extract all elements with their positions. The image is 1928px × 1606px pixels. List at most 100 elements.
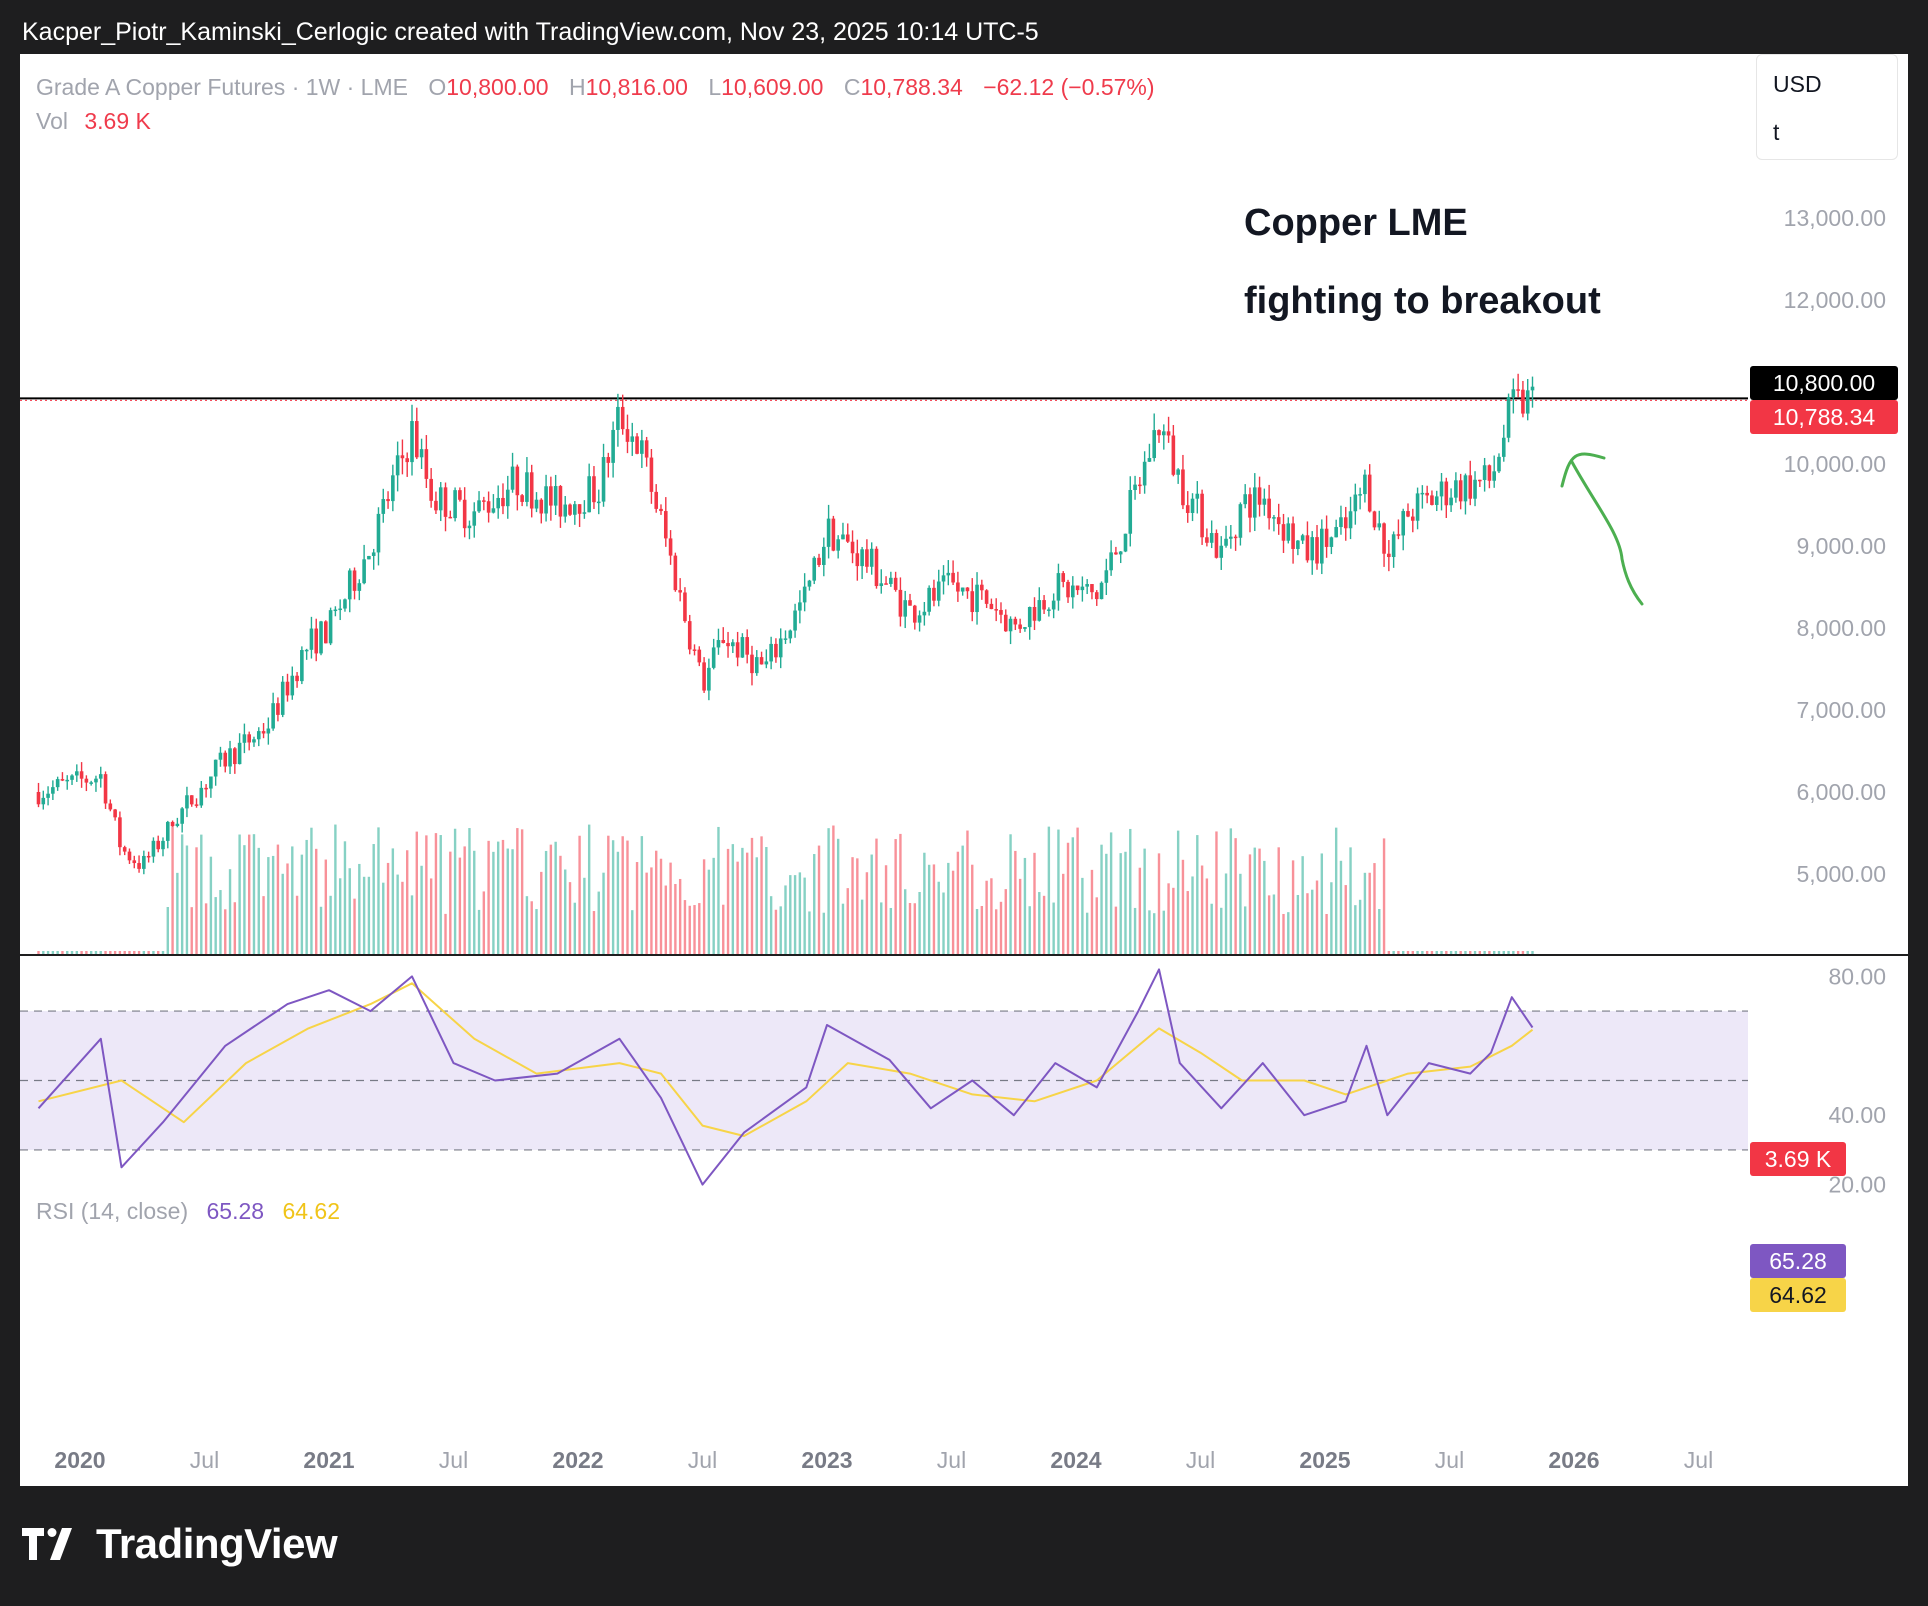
volume-bar: [142, 951, 146, 954]
candle-body: [453, 490, 457, 519]
candle-body: [185, 795, 189, 809]
currency-label[interactable]: USD: [1773, 71, 1822, 97]
candle-body: [1363, 474, 1367, 495]
candle-body: [204, 787, 208, 790]
candle-body: [319, 621, 323, 654]
volume-bar: [722, 904, 725, 954]
candle-body: [654, 491, 659, 509]
candle-body: [783, 638, 788, 640]
volume-bar: [80, 951, 83, 954]
volume-bar: [166, 907, 169, 954]
candle-body: [1334, 527, 1338, 538]
candle-body: [419, 449, 424, 458]
candle-body: [1276, 517, 1281, 525]
candle-body: [1382, 523, 1386, 554]
candle-body: [472, 511, 477, 526]
volume-bar: [516, 828, 519, 954]
candle-body: [754, 657, 759, 674]
candle-body: [1425, 492, 1429, 496]
candle-body: [429, 478, 433, 501]
volume-bar: [1014, 850, 1017, 954]
volume-bar: [530, 901, 533, 954]
price-axis-tick: 9,000.00: [1796, 533, 1886, 559]
last-price-tag: 10,788.34: [1750, 400, 1898, 434]
volume-bar: [755, 857, 758, 954]
volume-bar: [1263, 860, 1266, 954]
volume-bar: [348, 868, 351, 954]
time-axis-tick: Jul: [1684, 1447, 1713, 1473]
volume-bar: [1521, 951, 1525, 954]
volume-bar: [808, 911, 811, 954]
volume-bar: [1497, 951, 1501, 954]
candle-body: [70, 775, 74, 780]
candle-body: [625, 429, 630, 442]
time-axis-tick: Jul: [190, 1447, 219, 1473]
volume-bar: [966, 830, 969, 954]
volume-bar: [1382, 838, 1386, 954]
candle-body: [903, 600, 908, 617]
volume-bar: [1344, 885, 1347, 954]
volume-bar: [1291, 860, 1295, 954]
volume-bar: [1253, 847, 1256, 954]
candle-body: [371, 552, 376, 556]
volume-bar: [152, 951, 155, 954]
candle-body: [1458, 480, 1463, 502]
volume-bar: [362, 876, 366, 954]
volume-bar: [1311, 889, 1314, 954]
volume-bar: [683, 900, 687, 954]
volume-bar: [353, 898, 356, 954]
low-label: L: [708, 74, 722, 100]
volume-bar: [252, 834, 256, 954]
volume-bar: [458, 857, 462, 954]
candle-body: [362, 559, 366, 584]
currency-unit-selector[interactable]: USD t: [1756, 54, 1898, 160]
volume-bar: [645, 872, 648, 954]
candle-body: [79, 771, 84, 779]
volume-bar: [1196, 835, 1199, 954]
volume-bar: [1478, 951, 1482, 954]
candle-body: [893, 577, 898, 590]
volume-bar: [391, 848, 395, 954]
chart-canvas[interactable]: 13,000.00 12,000.00 10,000.00 9,000.00 8,000…: [20, 54, 1908, 1486]
volume-bar: [70, 951, 74, 954]
volume-bar: [736, 861, 739, 954]
volume-bar: [1435, 951, 1438, 954]
candle-body: [1248, 494, 1252, 518]
candle-body: [960, 587, 965, 592]
volume-bar: [1239, 873, 1242, 954]
rsi-value: 65.28: [206, 1198, 265, 1224]
volume-bar: [1081, 877, 1084, 954]
time-axis-tick: Jul: [937, 1447, 966, 1473]
volume-bar: [291, 846, 294, 954]
unit-label[interactable]: t: [1773, 119, 1780, 145]
volume-bar: [621, 836, 624, 954]
tradingview-logo[interactable]: TradingView: [22, 1520, 338, 1568]
volume-bar: [712, 857, 715, 954]
volume-bar: [765, 847, 768, 954]
candle-body: [1085, 584, 1089, 587]
candle-body: [347, 570, 352, 600]
volume-bar: [1100, 844, 1103, 954]
high-price-tag: 10,800.00: [1750, 366, 1898, 400]
volume-bar: [870, 854, 873, 954]
volume-bar: [1402, 951, 1405, 954]
volume-bar: [386, 862, 390, 954]
candle-body: [1286, 523, 1291, 541]
volume-bar: [980, 906, 984, 954]
volume-bar: [813, 854, 816, 954]
candle-body: [1066, 581, 1070, 598]
chart-panel[interactable]: 13,000.00 12,000.00 10,000.00 9,000.00 8,000…: [20, 54, 1908, 1486]
close-label: C: [843, 74, 861, 100]
candle-body: [1037, 600, 1042, 621]
candle-body: [1114, 552, 1118, 555]
candle-body: [410, 421, 414, 463]
candle-body: [984, 590, 989, 604]
price-axis-tick: 5,000.00: [1796, 861, 1886, 887]
time-axis-tick: 2023: [801, 1447, 852, 1473]
volume-bar: [961, 845, 964, 954]
candle-body: [462, 499, 467, 529]
volume-bar: [1186, 891, 1189, 954]
volume-bar: [247, 834, 251, 954]
volume-bar: [1076, 827, 1079, 954]
candle-body: [702, 662, 706, 691]
